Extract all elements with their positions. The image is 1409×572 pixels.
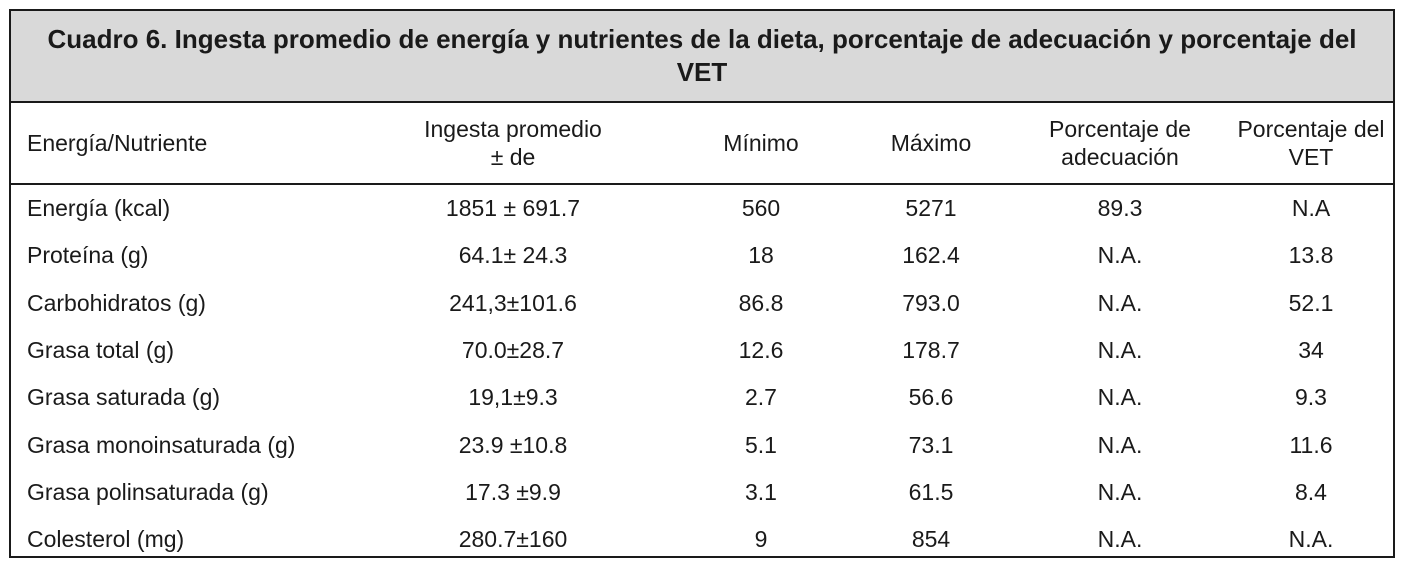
header-mean-intake: Ingesta promedio ± de (355, 103, 671, 185)
cell-adequacy-percent: N.A. (1097, 289, 1143, 316)
cell-maximum: 56.6 (908, 384, 954, 411)
cell-mean-intake: 19,1±9.3 (468, 384, 558, 411)
cell-mean-intake: 70.0±28.7 (461, 337, 565, 364)
table-row: Grasa total (g) 70.0±28.7 12.6 178.7 N.A… (11, 327, 1393, 374)
cell-minimum: 2.7 (745, 384, 777, 411)
cell-vet-percent: N.A. (1288, 526, 1334, 553)
cell-mean-intake: 280.7±160 (458, 526, 568, 553)
cell-nutrient: Grasa polinsaturada (g) (27, 478, 269, 505)
cell-adequacy-percent: N.A. (1097, 478, 1143, 505)
cell-adequacy-percent: N.A. (1097, 431, 1143, 458)
header-minimum: Mínimo (671, 103, 851, 185)
cell-minimum: 560 (741, 195, 781, 222)
table-row: Grasa monoinsaturada (g) 23.9 ±10.8 5.1 … (11, 421, 1393, 468)
table-row: Grasa saturada (g) 19,1±9.3 2.7 56.6 N.A… (11, 374, 1393, 421)
cell-nutrient: Energía (kcal) (27, 195, 171, 222)
cell-maximum: 61.5 (908, 478, 954, 505)
cell-minimum: 3.1 (745, 478, 777, 505)
cell-maximum: 5271 (905, 195, 957, 222)
cell-nutrient: Carbohidratos (g) (27, 289, 206, 316)
header-adequacy-percent: Porcentaje de adecuación (1011, 103, 1229, 185)
cell-vet-percent: N.A (1291, 195, 1331, 222)
header-row: Energía/Nutriente Ingesta promedio ± de … (11, 103, 1393, 185)
cell-maximum: 178.7 (902, 337, 960, 364)
header-vet-percent: Porcentaje del VET (1229, 103, 1393, 185)
cell-maximum: 854 (911, 526, 951, 553)
cell-minimum: 18 (748, 242, 774, 269)
cell-minimum: 86.8 (738, 289, 784, 316)
table-caption: Cuadro 6. Ingesta promedio de energía y … (11, 11, 1393, 103)
cell-vet-percent: 52.1 (1288, 289, 1334, 316)
cell-vet-percent: 34 (1298, 337, 1324, 364)
cell-mean-intake: 1851 ± 691.7 (445, 195, 581, 222)
cell-minimum: 5.1 (745, 431, 777, 458)
cell-nutrient: Grasa monoinsaturada (g) (27, 431, 296, 458)
cell-adequacy-percent: N.A. (1097, 337, 1143, 364)
cell-adequacy-percent: N.A. (1097, 384, 1143, 411)
cell-vet-percent: 9.3 (1295, 384, 1327, 411)
cell-nutrient: Proteína (g) (27, 242, 149, 269)
cell-nutrient: Grasa total (g) (27, 337, 174, 364)
cell-mean-intake: 64.1± 24.3 (458, 242, 568, 269)
cell-nutrient: Grasa saturada (g) (27, 384, 221, 411)
cell-minimum: 12.6 (738, 337, 784, 364)
cell-mean-intake: 17.3 ±9.9 (465, 478, 561, 505)
table-row: Carbohidratos (g) 241,3±101.6 86.8 793.0… (11, 280, 1393, 327)
nutrient-table-frame: Cuadro 6. Ingesta promedio de energía y … (9, 9, 1395, 558)
cell-nutrient: Colesterol (mg) (27, 526, 185, 553)
cell-maximum: 793.0 (902, 289, 960, 316)
cell-mean-intake: 23.9 ±10.8 (458, 431, 568, 458)
cell-mean-intake: 241,3±101.6 (449, 289, 577, 316)
cell-vet-percent: 13.8 (1288, 242, 1334, 269)
cell-adequacy-percent: 89.3 (1097, 195, 1143, 222)
cell-adequacy-percent: N.A. (1097, 526, 1143, 553)
table-row: Proteína (g) 64.1± 24.3 18 162.4 N.A. 13… (11, 232, 1393, 279)
cell-minimum: 9 (754, 526, 768, 553)
header-maximum: Máximo (851, 103, 1011, 185)
cell-vet-percent: 8.4 (1295, 478, 1327, 505)
table-row: Grasa polinsaturada (g) 17.3 ±9.9 3.1 61… (11, 469, 1393, 516)
cell-maximum: 162.4 (902, 242, 960, 269)
cell-maximum: 73.1 (908, 431, 954, 458)
header-nutrient: Energía/Nutriente (11, 103, 355, 185)
cell-vet-percent: 11.6 (1289, 431, 1333, 458)
cell-adequacy-percent: N.A. (1097, 242, 1143, 269)
table-row: Energía (kcal) 1851 ± 691.7 560 5271 89.… (11, 184, 1393, 232)
table-row: Colesterol (mg) 280.7±160 9 854 N.A. N.A… (11, 516, 1393, 563)
nutrient-table: Energía/Nutriente Ingesta promedio ± de … (11, 103, 1393, 563)
